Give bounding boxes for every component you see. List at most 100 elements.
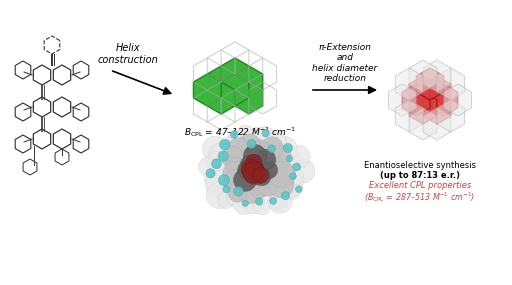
Circle shape [269, 197, 276, 204]
Polygon shape [389, 84, 416, 116]
Circle shape [245, 154, 262, 171]
Polygon shape [409, 76, 437, 108]
Circle shape [208, 143, 232, 168]
Circle shape [295, 186, 302, 193]
Circle shape [202, 136, 228, 162]
Polygon shape [235, 66, 263, 98]
Circle shape [255, 149, 275, 170]
Circle shape [269, 192, 288, 210]
Circle shape [227, 130, 244, 147]
Circle shape [287, 145, 310, 168]
Circle shape [238, 134, 261, 158]
Circle shape [247, 140, 272, 165]
Polygon shape [409, 60, 437, 92]
Circle shape [227, 138, 250, 161]
Circle shape [236, 125, 254, 143]
Circle shape [245, 165, 265, 185]
Circle shape [247, 139, 256, 148]
Circle shape [285, 153, 302, 171]
Circle shape [255, 198, 263, 205]
Circle shape [242, 200, 248, 206]
Circle shape [264, 130, 286, 152]
Polygon shape [430, 84, 458, 116]
Circle shape [268, 145, 275, 152]
Circle shape [287, 168, 304, 185]
Circle shape [218, 192, 235, 209]
Text: Enantioselective synthesis: Enantioselective synthesis [364, 160, 476, 170]
Polygon shape [235, 82, 263, 114]
Circle shape [268, 155, 289, 177]
Circle shape [259, 177, 278, 196]
Polygon shape [409, 92, 437, 124]
Polygon shape [437, 68, 465, 100]
Circle shape [290, 173, 296, 180]
Polygon shape [423, 76, 451, 108]
Polygon shape [444, 84, 472, 116]
Circle shape [284, 143, 292, 152]
Circle shape [224, 170, 247, 193]
Circle shape [218, 151, 228, 161]
Circle shape [233, 168, 257, 191]
Polygon shape [437, 100, 465, 132]
Text: Helix
construction: Helix construction [98, 43, 158, 65]
Circle shape [223, 161, 247, 186]
Circle shape [241, 160, 261, 179]
Circle shape [253, 198, 270, 215]
Polygon shape [409, 108, 437, 140]
Circle shape [293, 163, 301, 171]
Circle shape [284, 183, 301, 200]
Text: ($B_\mathrm{CPL}$ = 287–513 M$^{-1}$ cm$^{-1}$): ($B_\mathrm{CPL}$ = 287–513 M$^{-1}$ cm$… [365, 190, 476, 204]
Polygon shape [221, 74, 249, 106]
Text: π-Extension
and
helix diameter
reduction: π-Extension and helix diameter reduction [312, 43, 378, 83]
Circle shape [253, 168, 271, 186]
Circle shape [206, 152, 228, 174]
Circle shape [221, 137, 238, 154]
Circle shape [268, 189, 292, 213]
Circle shape [199, 157, 218, 176]
Polygon shape [402, 84, 430, 116]
Polygon shape [207, 66, 235, 98]
Circle shape [232, 189, 258, 215]
Circle shape [238, 160, 257, 180]
Circle shape [219, 175, 229, 186]
Circle shape [250, 180, 269, 198]
Circle shape [226, 187, 246, 207]
Polygon shape [395, 100, 423, 132]
Circle shape [206, 182, 233, 209]
Circle shape [269, 161, 295, 188]
Circle shape [220, 139, 230, 150]
Circle shape [206, 169, 215, 178]
Circle shape [247, 161, 264, 178]
Text: (up to 87:13 e.r.): (up to 87:13 e.r.) [380, 170, 460, 180]
Text: Excellent CPL properties: Excellent CPL properties [369, 182, 471, 190]
Circle shape [270, 136, 297, 164]
Circle shape [243, 162, 265, 184]
Circle shape [281, 192, 290, 200]
Text: $B_\mathrm{CPL}$ = 47–122 M$^{-1}$ cm$^{-1}$: $B_\mathrm{CPL}$ = 47–122 M$^{-1}$ cm$^{… [184, 125, 296, 139]
Circle shape [286, 156, 293, 162]
Circle shape [248, 127, 268, 148]
Polygon shape [207, 82, 235, 114]
Circle shape [243, 144, 267, 168]
Circle shape [223, 186, 230, 193]
Circle shape [228, 182, 248, 202]
Polygon shape [416, 68, 444, 100]
Circle shape [268, 172, 294, 198]
Circle shape [225, 157, 245, 176]
Polygon shape [423, 92, 451, 124]
Polygon shape [395, 68, 423, 100]
Circle shape [260, 161, 278, 179]
Circle shape [261, 137, 283, 160]
Circle shape [267, 144, 291, 168]
Circle shape [241, 156, 258, 172]
Circle shape [290, 158, 315, 183]
Circle shape [262, 129, 269, 137]
Circle shape [252, 167, 269, 183]
Circle shape [211, 159, 222, 169]
Circle shape [243, 192, 265, 214]
Circle shape [233, 186, 243, 196]
Polygon shape [423, 60, 451, 92]
Circle shape [222, 146, 244, 169]
Circle shape [276, 171, 303, 198]
Circle shape [205, 170, 233, 198]
